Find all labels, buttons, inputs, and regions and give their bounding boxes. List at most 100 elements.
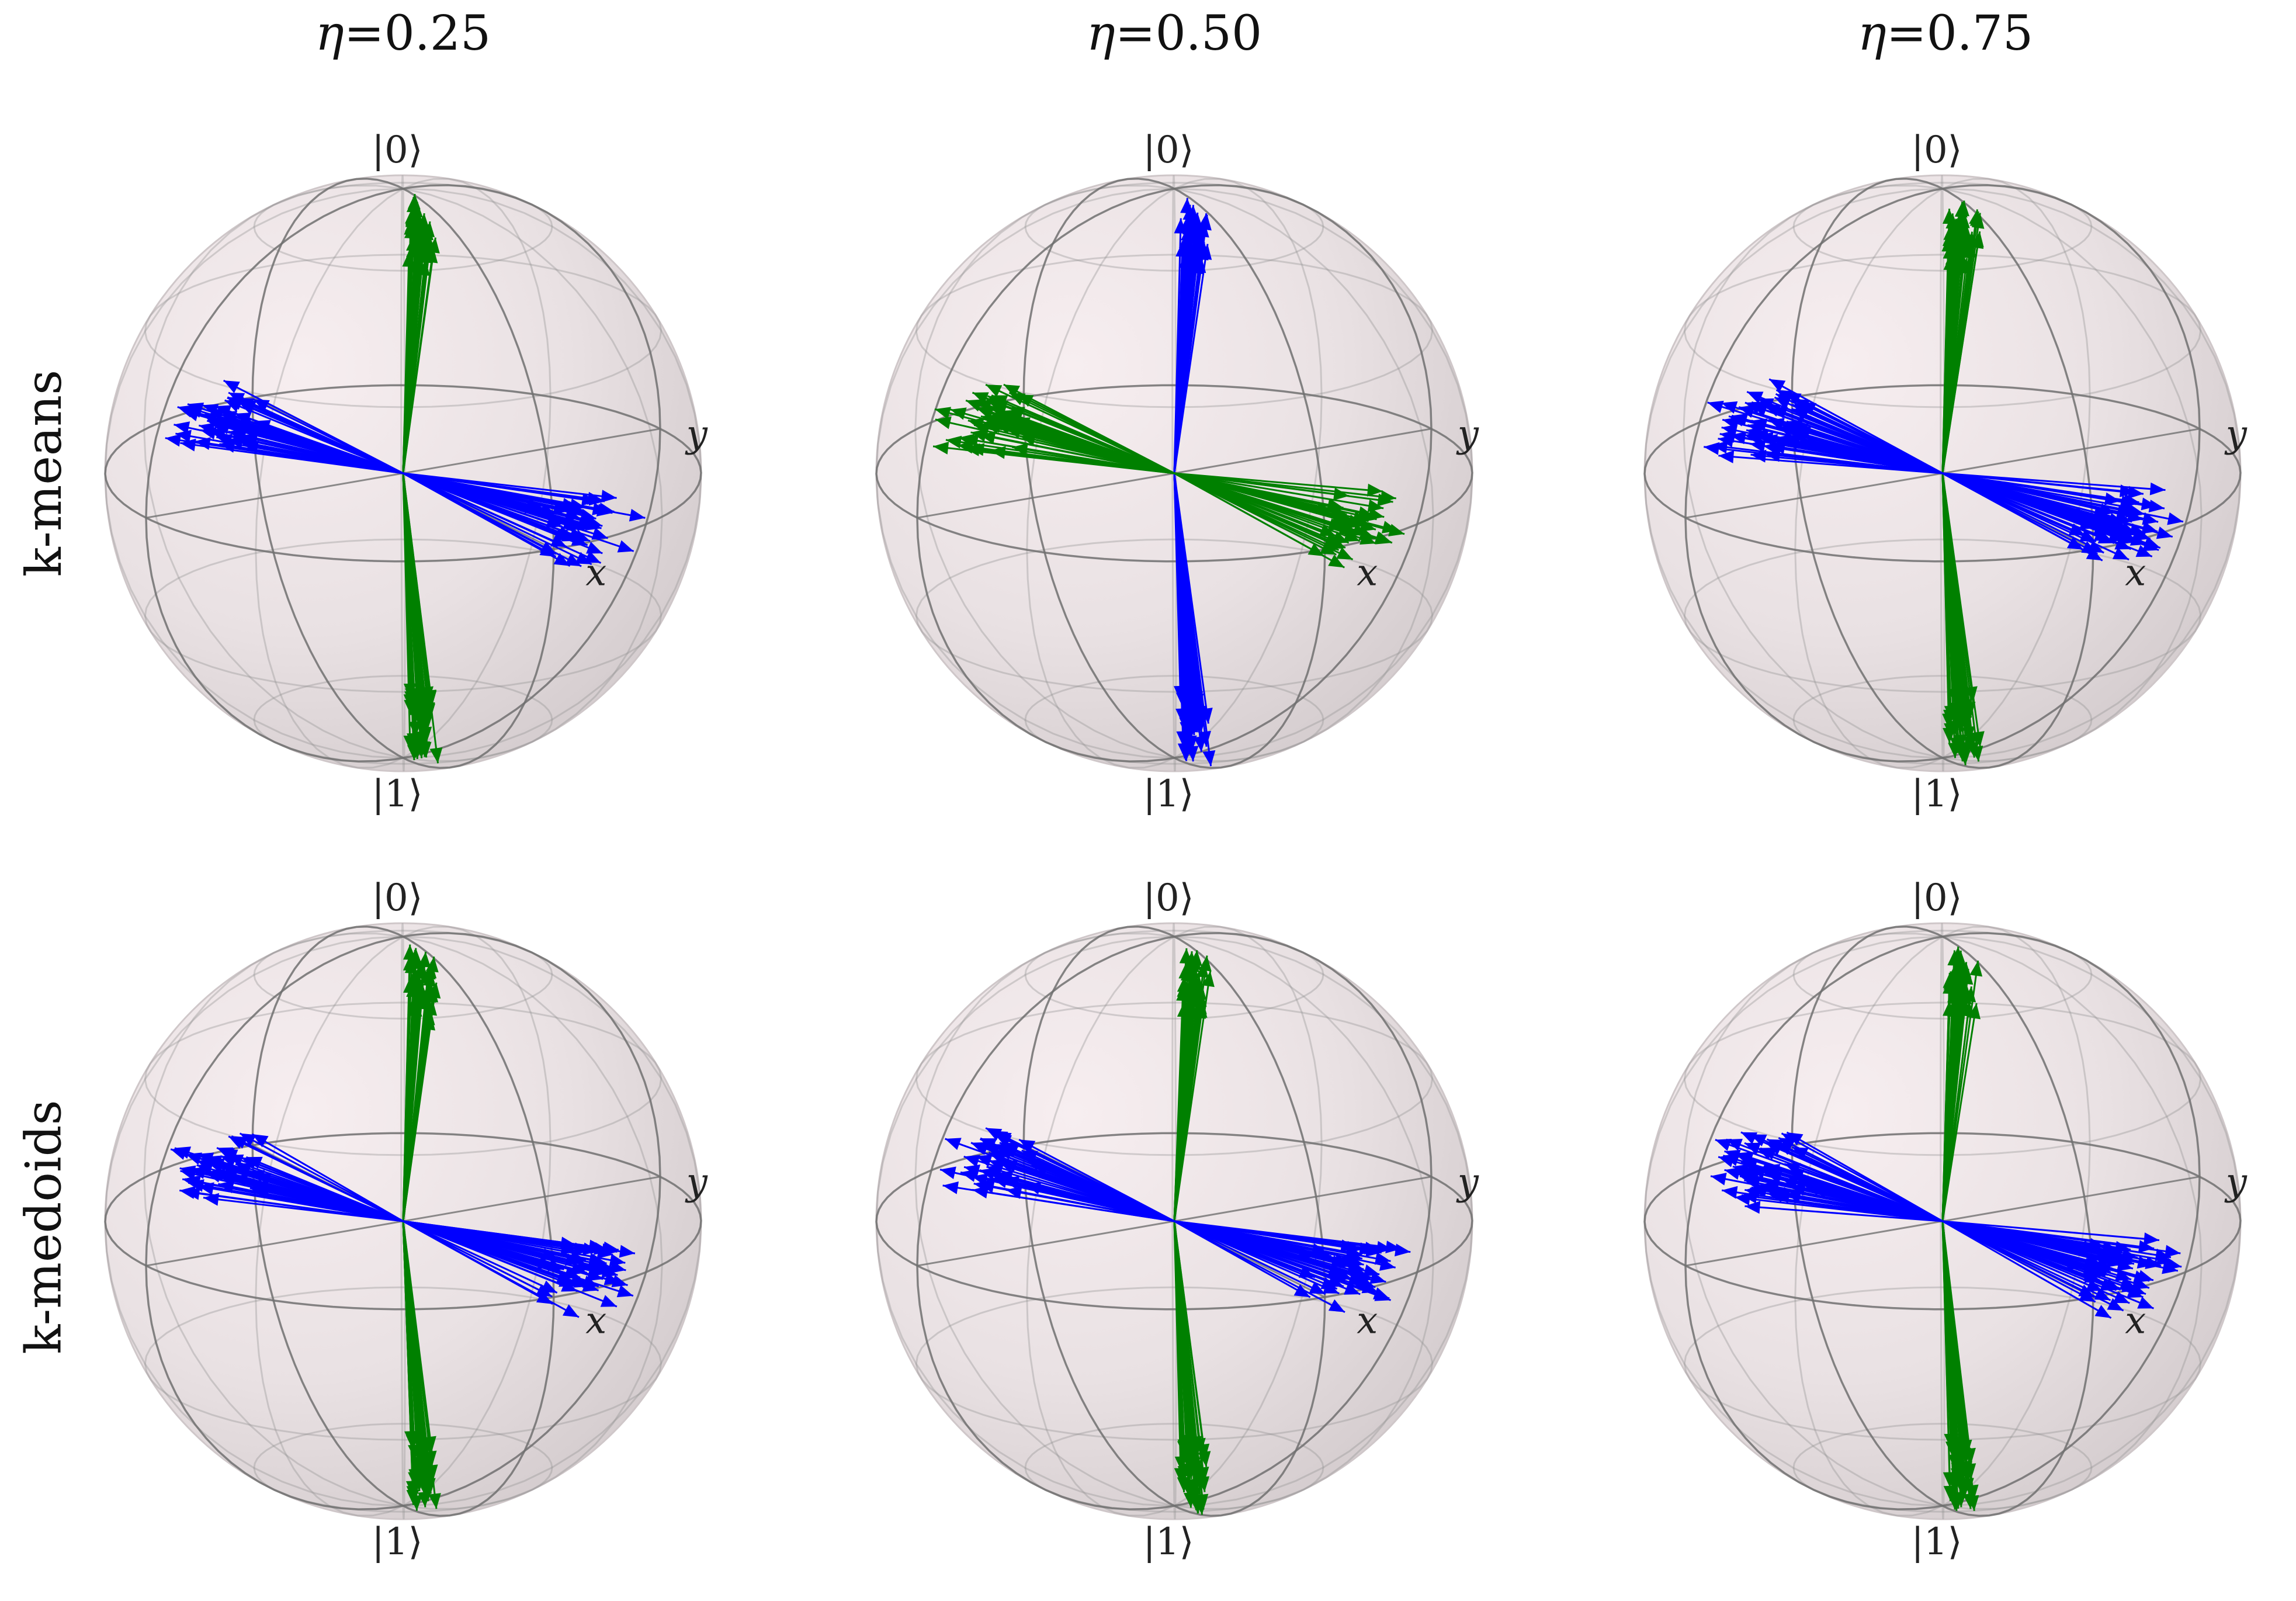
arrow-head (2128, 505, 2145, 518)
state-vector (934, 408, 1175, 474)
arrow-head (1766, 1171, 1782, 1184)
arrow-head (1811, 1185, 1828, 1198)
state-vector (403, 1220, 553, 1305)
state-vector (403, 472, 592, 566)
arrow-head (1953, 1477, 1966, 1493)
arrow-head (995, 1132, 1012, 1145)
arrow-head (2137, 1297, 2154, 1309)
arrow-head (1744, 1201, 1761, 1214)
state-vector (1724, 1150, 1943, 1222)
state-vector (403, 1220, 604, 1280)
vector-cluster (1941, 1221, 1979, 1511)
arrow-head (1327, 498, 1344, 511)
arrow-head (1949, 1495, 1962, 1511)
arrow-head (1784, 435, 1801, 448)
arrow-head (179, 1165, 196, 1179)
state-vector (403, 472, 617, 499)
arrow-head (1943, 709, 1957, 725)
arrow-head (1757, 1148, 1774, 1160)
state-vector (1174, 472, 1344, 509)
arrow-head (2099, 503, 2115, 516)
arrow-head (1376, 1240, 1393, 1254)
state-vector (1942, 1220, 2113, 1270)
arrow-head (1319, 524, 1336, 536)
state-vector (1942, 472, 2115, 514)
arrow-head (1199, 214, 1212, 231)
state-vector (976, 1155, 1175, 1222)
arrow-head (1741, 1160, 1758, 1173)
y-axis-label: y (1456, 413, 1479, 456)
column-title-3: η=0.75 (1770, 6, 2121, 61)
arrow-head (1180, 231, 1193, 247)
arrow-head (186, 405, 203, 418)
arrow-head (986, 384, 1003, 397)
ket-one-label: |1⟩ (1911, 1520, 1962, 1564)
state-vector (1738, 406, 1943, 474)
state-vector (1942, 472, 2121, 503)
state-vector (1174, 472, 1393, 503)
x-axis-label: x (2125, 552, 2146, 595)
state-vector (1942, 1220, 2155, 1250)
state-vector (1942, 472, 2104, 554)
vector-cluster (1173, 197, 1212, 474)
arrow-head (1952, 969, 1966, 985)
arrow-head (1774, 397, 1791, 410)
x-axis-label: x (1357, 552, 1378, 595)
arrow-head (1183, 1484, 1196, 1500)
arrow-head (1712, 441, 1728, 454)
arrow-head (2100, 1278, 2117, 1291)
arrow-head (2149, 482, 2166, 495)
arrow-head (209, 1169, 226, 1181)
arrow-head (1948, 742, 1961, 758)
arrow-head (2111, 1249, 2128, 1262)
arrow-head (600, 1295, 617, 1307)
arrow-head (1749, 439, 1766, 453)
arrow-head (1188, 954, 1202, 970)
arrow-head (2165, 1245, 2181, 1258)
x-axis-label: x (1357, 1299, 1378, 1343)
arrow-head (412, 1475, 425, 1491)
arrow-head (240, 400, 257, 413)
arrow-head (1955, 746, 1968, 762)
arrow-head (419, 716, 432, 733)
arrow-head (617, 540, 634, 553)
state-vector (1941, 243, 1951, 474)
arrow-head (1358, 506, 1374, 519)
arrow-head (190, 1166, 207, 1179)
arrow-head (420, 1485, 433, 1502)
state-vector (1941, 473, 1981, 747)
arrow-head (1722, 1186, 1738, 1199)
arrow-head (1195, 242, 1209, 258)
arrow-head (412, 963, 426, 979)
vector-cluster (402, 944, 441, 1222)
arrow-head (405, 1434, 419, 1451)
arrow-head (1202, 750, 1216, 767)
eta-value: =0.75 (1886, 6, 2034, 61)
arrow-head (1188, 1494, 1202, 1510)
state-vector (1941, 993, 1965, 1222)
arrow-head (2138, 1240, 2155, 1253)
state-vector (1173, 242, 1205, 474)
arrow-head (1769, 379, 1786, 392)
state-vector (1942, 1220, 2160, 1241)
arrow-head (980, 414, 998, 427)
arrow-head (1781, 1133, 1798, 1146)
arrow-head (561, 529, 578, 542)
state-vector (1941, 219, 1960, 474)
vector-cluster (1174, 472, 1405, 569)
state-vector (1942, 1220, 2096, 1303)
state-vector (1942, 472, 2084, 551)
arrow-head (536, 1291, 553, 1304)
state-vector (1174, 472, 1355, 535)
arrow-head (1388, 524, 1405, 536)
arrow-head (1202, 971, 1215, 987)
state-vector (1173, 1221, 1206, 1492)
state-vector (1174, 472, 1336, 537)
state-vector (238, 440, 404, 474)
arrow-head (1327, 536, 1344, 549)
arrow-head (409, 223, 422, 240)
state-vector (1941, 233, 1981, 474)
arrow-head (602, 1241, 619, 1255)
arrow-head (223, 380, 240, 393)
